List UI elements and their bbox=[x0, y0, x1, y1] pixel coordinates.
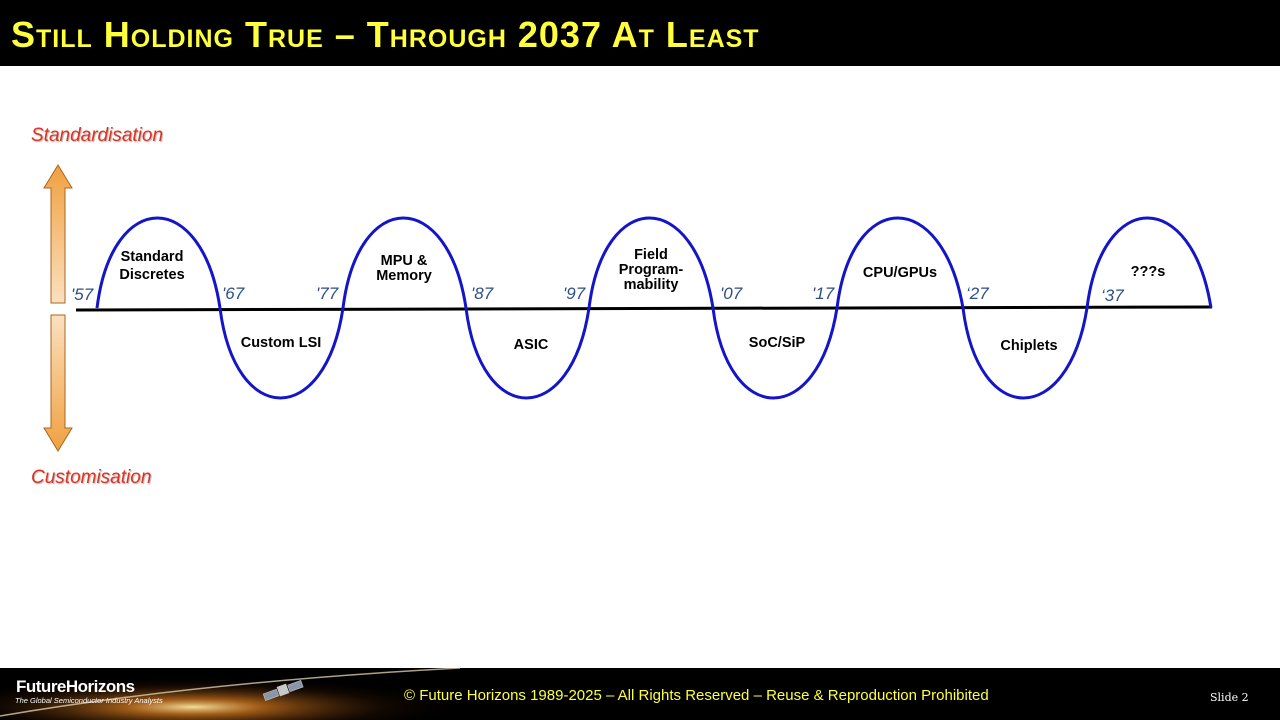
arrow-up-icon bbox=[43, 164, 73, 304]
year-label: '97 bbox=[563, 284, 586, 303]
year-label: '17 bbox=[812, 284, 835, 303]
year-label: '87 bbox=[471, 284, 494, 303]
phase-label-standard-discretes: Standard bbox=[121, 249, 184, 265]
phase-label-custom-lsi: Custom LSI bbox=[241, 335, 322, 351]
phase-label-unknown: ???s bbox=[1131, 264, 1166, 280]
footer-graphic bbox=[0, 668, 460, 720]
phase-label-soc-sip: SoC/SiP bbox=[749, 335, 806, 351]
phase-label-mpu-memory: Memory bbox=[376, 268, 432, 284]
year-label: '67 bbox=[222, 284, 245, 303]
title-bar: Still Holding True – Through 2037 At Lea… bbox=[0, 0, 1280, 66]
arrow-down-icon bbox=[43, 314, 73, 452]
phase-label-mpu-memory: MPU & bbox=[381, 253, 428, 269]
time-axis bbox=[75, 305, 1213, 312]
cycle-diagram: '57 '67 '77 '87 '97 '07 '17 ‘27 ‘37 Stan… bbox=[43, 164, 1213, 452]
satellite-icon bbox=[262, 680, 304, 701]
year-label: ‘27 bbox=[966, 284, 989, 303]
phase-label-standard-discretes: Discretes bbox=[119, 267, 184, 283]
phase-label-field-programmability: Field bbox=[634, 247, 668, 263]
standardisation-label: Standardisation bbox=[31, 125, 164, 146]
year-label: ‘37 bbox=[1101, 286, 1124, 305]
phase-label-cpu-gpus: CPU/GPUs bbox=[863, 265, 937, 281]
year-label: '77 bbox=[316, 284, 339, 303]
year-label: '07 bbox=[720, 284, 743, 303]
phase-label-chiplets: Chiplets bbox=[1000, 338, 1057, 354]
slide-number: Slide 2 bbox=[1210, 691, 1249, 704]
customisation-label: Customisation bbox=[31, 467, 152, 488]
phase-label-field-programmability: mability bbox=[624, 277, 679, 293]
copyright-notice: © Future Horizons 1989-2025 – All Rights… bbox=[404, 687, 989, 704]
footer: FutureHorizons The Global Semiconductor … bbox=[0, 668, 1280, 720]
brand-logo: FutureHorizons bbox=[16, 677, 135, 696]
brand-tagline: The Global Semiconductor Industry Analys… bbox=[15, 696, 163, 705]
year-label: '57 bbox=[71, 285, 94, 304]
phase-label-asic: ASIC bbox=[514, 337, 549, 353]
slide-title: Still Holding True – Through 2037 At Lea… bbox=[11, 14, 760, 55]
cycle-wave bbox=[95, 216, 1213, 400]
phase-label-field-programmability: Program- bbox=[619, 262, 684, 278]
